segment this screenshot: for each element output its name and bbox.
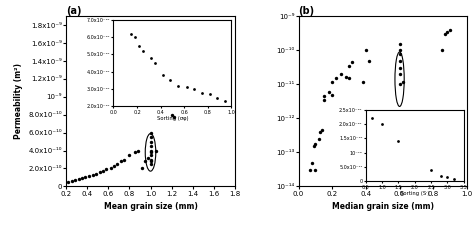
Point	[147, 151, 155, 154]
Point	[147, 153, 155, 157]
Point	[134, 149, 142, 152]
Point	[362, 48, 370, 52]
Point	[396, 66, 403, 70]
Point	[147, 140, 155, 144]
Point	[446, 28, 454, 32]
Point	[337, 72, 345, 76]
Point	[396, 48, 403, 52]
Point	[100, 169, 107, 173]
Point	[342, 75, 349, 78]
Point	[396, 82, 403, 86]
Y-axis label: Permeability (m²): Permeability (m²)	[14, 63, 23, 139]
Point	[359, 80, 366, 83]
Text: (a): (a)	[66, 6, 82, 16]
Point	[78, 176, 86, 180]
Point	[311, 142, 319, 146]
Point	[131, 151, 138, 154]
Point	[71, 178, 79, 182]
Point	[120, 158, 128, 161]
Point	[86, 174, 93, 178]
Point	[147, 162, 155, 166]
Point	[152, 149, 160, 152]
Point	[443, 30, 450, 34]
Point	[168, 113, 175, 117]
Point	[345, 76, 353, 80]
Point	[396, 52, 403, 55]
Point	[396, 42, 403, 46]
Point	[332, 76, 339, 80]
Point	[396, 72, 403, 76]
Point	[147, 158, 155, 161]
Point	[345, 64, 353, 68]
Point	[75, 177, 83, 181]
Point	[107, 166, 114, 169]
Point	[96, 170, 104, 174]
Point	[147, 144, 155, 148]
Point	[147, 149, 155, 152]
Text: (b): (b)	[299, 6, 315, 16]
Point	[317, 130, 324, 134]
Point	[126, 153, 133, 157]
Point	[82, 176, 89, 179]
X-axis label: Median grain size (mm): Median grain size (mm)	[332, 202, 434, 211]
Point	[92, 172, 100, 176]
Point	[399, 80, 407, 83]
Point	[145, 156, 152, 160]
Point	[365, 59, 373, 62]
Point	[68, 179, 75, 183]
Point	[311, 168, 319, 172]
Point	[325, 90, 333, 94]
Point	[441, 32, 449, 36]
Point	[310, 144, 318, 148]
Point	[446, 12, 454, 15]
Point	[328, 93, 336, 96]
Point	[328, 80, 336, 83]
Point	[308, 161, 316, 164]
Point	[110, 164, 118, 168]
Point	[147, 131, 155, 134]
Point	[226, 46, 233, 49]
Point	[438, 48, 446, 52]
Point	[138, 167, 146, 170]
Point	[117, 159, 125, 163]
Point	[113, 162, 121, 166]
Point	[307, 168, 314, 172]
Point	[64, 180, 72, 184]
Point	[141, 159, 149, 163]
Point	[170, 115, 177, 118]
Point	[396, 59, 403, 62]
Point	[189, 86, 196, 90]
Point	[319, 128, 326, 132]
Point	[102, 168, 110, 171]
Point	[147, 135, 155, 139]
Point	[315, 137, 323, 141]
Point	[147, 159, 155, 163]
X-axis label: Mean grain size (mm): Mean grain size (mm)	[103, 202, 198, 211]
Point	[320, 98, 328, 102]
Point	[349, 60, 356, 64]
Point	[89, 173, 96, 177]
Point	[320, 94, 328, 98]
